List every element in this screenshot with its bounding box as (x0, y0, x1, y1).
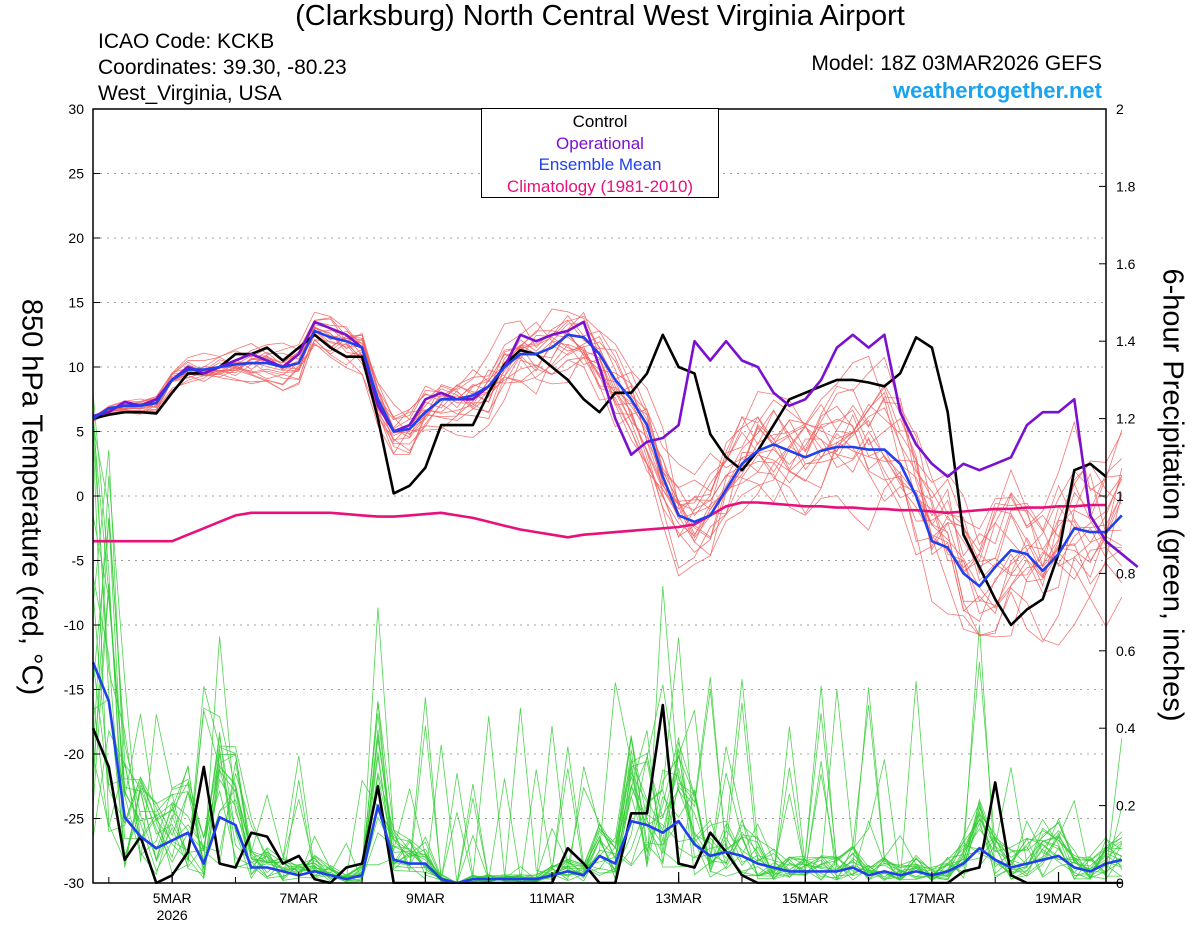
y-tick-label: -25 (64, 811, 84, 827)
control-temp-line (92, 333, 1107, 627)
precip-member-line (92, 449, 1123, 884)
precip-member-line (92, 428, 1123, 884)
x-tick-label: 9MAR (406, 890, 445, 906)
y2-tick-label: 0.2 (1116, 798, 1136, 814)
y2-tick-label: 1.6 (1116, 256, 1136, 272)
y-tick-label: -15 (64, 682, 84, 698)
y2-tick-label: 0 (1116, 875, 1124, 891)
y-tick-label: -30 (64, 875, 84, 891)
x-tick-label: 5MAR (153, 890, 192, 906)
legend-operational: Operational (556, 133, 644, 153)
precip-member-line (92, 420, 1123, 884)
x-tick-label: 7MAR (279, 890, 318, 906)
x-tick-label: 15MAR (782, 890, 829, 906)
y-tick-label: 20 (68, 230, 84, 246)
precip-member-line (92, 434, 1123, 884)
y2-tick-label: 1.4 (1116, 333, 1136, 349)
legend-control: Control (572, 112, 628, 131)
ensemble-mean-temp-line (92, 329, 1123, 588)
temp-member-line (92, 308, 1123, 646)
legend-ensemble-mean: Ensemble Mean (538, 155, 662, 174)
bottom-mask (0, 884, 1200, 927)
coordinates: Coordinates: 39.30, -80.23 (98, 56, 347, 79)
icao-code: ICAO Code: KCKB (98, 30, 275, 53)
x-tick-label: 17MAR (909, 890, 956, 906)
temp-member-line (92, 328, 1123, 643)
y-tick-label: -5 (72, 553, 85, 569)
temp-member-line (92, 331, 1123, 637)
y-tick-label: -20 (64, 746, 84, 762)
y2-tick-label: 1.2 (1116, 411, 1136, 427)
y2-tick-label: 1 (1116, 488, 1124, 504)
y-tick-label: 5 (76, 424, 84, 440)
climatology-line (93, 501, 1106, 543)
ensemble-mean-precip-line (91, 661, 1123, 885)
temp-member-line (92, 314, 1123, 569)
precip-member-line (92, 518, 1122, 884)
temp-member-line (92, 311, 1123, 579)
operational-temp-line (92, 320, 1139, 569)
y-tick-label: 0 (76, 488, 84, 504)
y-tick-label: 30 (68, 101, 84, 117)
precip-member-line (92, 424, 1122, 884)
y2-tick-label: 0.4 (1116, 720, 1136, 736)
y-tick-label: -10 (64, 617, 84, 633)
y2-tick-label: 2 (1116, 101, 1124, 117)
brand-link[interactable]: weathertogether.net (892, 78, 1102, 103)
y2-tick-label: 0.6 (1116, 643, 1136, 659)
x-tick-label: 19MAR (1035, 890, 1082, 906)
x-tick-label: 13MAR (655, 890, 702, 906)
model-run: Model: 18Z 03MAR2026 GEFS (811, 52, 1102, 75)
y2-tick-label: 0.8 (1116, 565, 1136, 581)
x-tick-year-label: 2026 (157, 907, 188, 923)
precip-member-line (92, 517, 1123, 884)
x-tick-label: 11MAR (529, 890, 575, 906)
precip-member-line (92, 515, 1122, 884)
chart-title: (Clarksburg) North Central West Virginia… (295, 0, 905, 32)
temp-member-line (92, 315, 1122, 557)
y-tick-label: 10 (68, 359, 84, 375)
temp-member-line (92, 342, 1122, 576)
temp-member-line (92, 311, 1123, 567)
precip-member-line (92, 475, 1123, 884)
legend: Control Operational Ensemble Mean Climat… (481, 108, 719, 198)
precip-member-line (92, 583, 1123, 884)
temp-member-line (92, 329, 1123, 628)
region: West_Virginia, USA (98, 82, 282, 105)
y2-tick-label: 1.8 (1116, 178, 1136, 194)
y-tick-label: 25 (68, 166, 84, 182)
legend-climatology: Climatology (1981-2010) (506, 176, 694, 196)
y-tick-label: 15 (68, 295, 84, 311)
